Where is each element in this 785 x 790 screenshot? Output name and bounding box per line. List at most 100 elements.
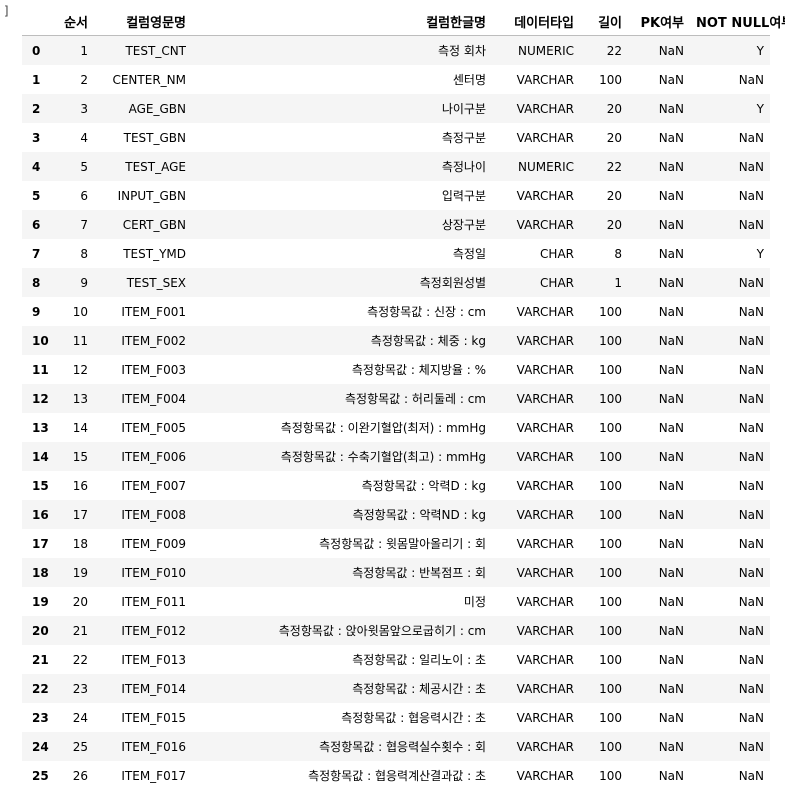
cell-data-type: VARCHAR	[492, 645, 580, 674]
cell-not-null: NaN	[690, 616, 770, 645]
cell-data-type: VARCHAR	[492, 355, 580, 384]
row-index: 23	[22, 703, 56, 732]
row-index: 19	[22, 587, 56, 616]
cell-korean-name: 측정항목값 : 허리둘레 : cm	[192, 384, 492, 413]
header-data-type: 데이터타입	[492, 7, 580, 36]
header-pk: PK여부	[628, 7, 690, 36]
cell-length: 100	[580, 355, 628, 384]
cell-korean-name: 측정항목값 : 일리노이 : 초	[192, 645, 492, 674]
cell-korean-name: 측정항목값 : 반복점프 : 회	[192, 558, 492, 587]
cell-korean-name: 센터명	[192, 65, 492, 94]
cell-not-null: NaN	[690, 413, 770, 442]
cell-english-name: TEST_CNT	[94, 36, 192, 66]
cell-not-null: NaN	[690, 355, 770, 384]
cell-not-null: Y	[690, 94, 770, 123]
header-korean-name: 컬럼한글명	[192, 7, 492, 36]
row-index: 4	[22, 152, 56, 181]
cell-order: 22	[56, 645, 94, 674]
cell-english-name: ITEM_F004	[94, 384, 192, 413]
cell-korean-name: 측정항목값 : 악력D : kg	[192, 471, 492, 500]
cell-korean-name: 측정항목값 : 체공시간 : 초	[192, 674, 492, 703]
cell-length: 100	[580, 65, 628, 94]
cell-korean-name: 측정구분	[192, 123, 492, 152]
row-index: 8	[22, 268, 56, 297]
cell-data-type: VARCHAR	[492, 587, 580, 616]
cell-length: 100	[580, 442, 628, 471]
cell-length: 100	[580, 761, 628, 790]
cell-pk: NaN	[628, 529, 690, 558]
cell-order: 21	[56, 616, 94, 645]
cell-data-type: CHAR	[492, 239, 580, 268]
header-length: 길이	[580, 7, 628, 36]
cell-english-name: TEST_SEX	[94, 268, 192, 297]
cell-length: 22	[580, 152, 628, 181]
row-index: 10	[22, 326, 56, 355]
cell-order: 19	[56, 558, 94, 587]
cell-korean-name: 측정항목값 : 협응력계산결과값 : 초	[192, 761, 492, 790]
cell-pk: NaN	[628, 36, 690, 66]
header-english-name: 컬럼영문명	[94, 7, 192, 36]
cell-korean-name: 측정나이	[192, 152, 492, 181]
cell-english-name: CERT_GBN	[94, 210, 192, 239]
header-index	[22, 7, 56, 36]
dataframe-output: 순서 컬럼영문명 컬럼한글명 데이터타입 길이 PK여부 NOT NULL여부 …	[22, 7, 770, 790]
cell-order: 11	[56, 326, 94, 355]
cell-data-type: VARCHAR	[492, 500, 580, 529]
cell-pk: NaN	[628, 587, 690, 616]
cell-order: 4	[56, 123, 94, 152]
row-index: 15	[22, 471, 56, 500]
row-index: 1	[22, 65, 56, 94]
cell-order: 14	[56, 413, 94, 442]
cell-not-null: NaN	[690, 268, 770, 297]
cell-data-type: VARCHAR	[492, 94, 580, 123]
cell-pk: NaN	[628, 703, 690, 732]
cell-length: 1	[580, 268, 628, 297]
row-index: 3	[22, 123, 56, 152]
row-index: 18	[22, 558, 56, 587]
cell-korean-name: 측정항목값 : 협응력시간 : 초	[192, 703, 492, 732]
row-index: 12	[22, 384, 56, 413]
cell-not-null: Y	[690, 239, 770, 268]
cell-data-type: VARCHAR	[492, 703, 580, 732]
cell-english-name: ITEM_F015	[94, 703, 192, 732]
cell-english-name: TEST_AGE	[94, 152, 192, 181]
cell-data-type: VARCHAR	[492, 297, 580, 326]
cell-pk: NaN	[628, 65, 690, 94]
cell-not-null: NaN	[690, 181, 770, 210]
cell-not-null: NaN	[690, 529, 770, 558]
cell-pk: NaN	[628, 384, 690, 413]
cell-english-name: INPUT_GBN	[94, 181, 192, 210]
cell-korean-name: 상장구분	[192, 210, 492, 239]
cell-data-type: VARCHAR	[492, 123, 580, 152]
cell-pk: NaN	[628, 471, 690, 500]
cell-not-null: NaN	[690, 674, 770, 703]
cell-length: 100	[580, 732, 628, 761]
cell-length: 22	[580, 36, 628, 66]
cell-english-name: ITEM_F002	[94, 326, 192, 355]
cell-korean-name: 측정일	[192, 239, 492, 268]
cell-length: 100	[580, 703, 628, 732]
cell-not-null: NaN	[690, 645, 770, 674]
cell-data-type: VARCHAR	[492, 65, 580, 94]
row-index: 24	[22, 732, 56, 761]
dataframe-table: 순서 컬럼영문명 컬럼한글명 데이터타입 길이 PK여부 NOT NULL여부 …	[22, 7, 770, 790]
cell-length: 100	[580, 645, 628, 674]
cell-data-type: VARCHAR	[492, 181, 580, 210]
header-row: 순서 컬럼영문명 컬럼한글명 데이터타입 길이 PK여부 NOT NULL여부	[22, 7, 770, 36]
header-order: 순서	[56, 7, 94, 36]
cell-order: 18	[56, 529, 94, 558]
row-index: 21	[22, 645, 56, 674]
cell-korean-name: 측정항목값 : 협응력실수횟수 : 회	[192, 732, 492, 761]
cell-pk: NaN	[628, 181, 690, 210]
cell-data-type: VARCHAR	[492, 616, 580, 645]
